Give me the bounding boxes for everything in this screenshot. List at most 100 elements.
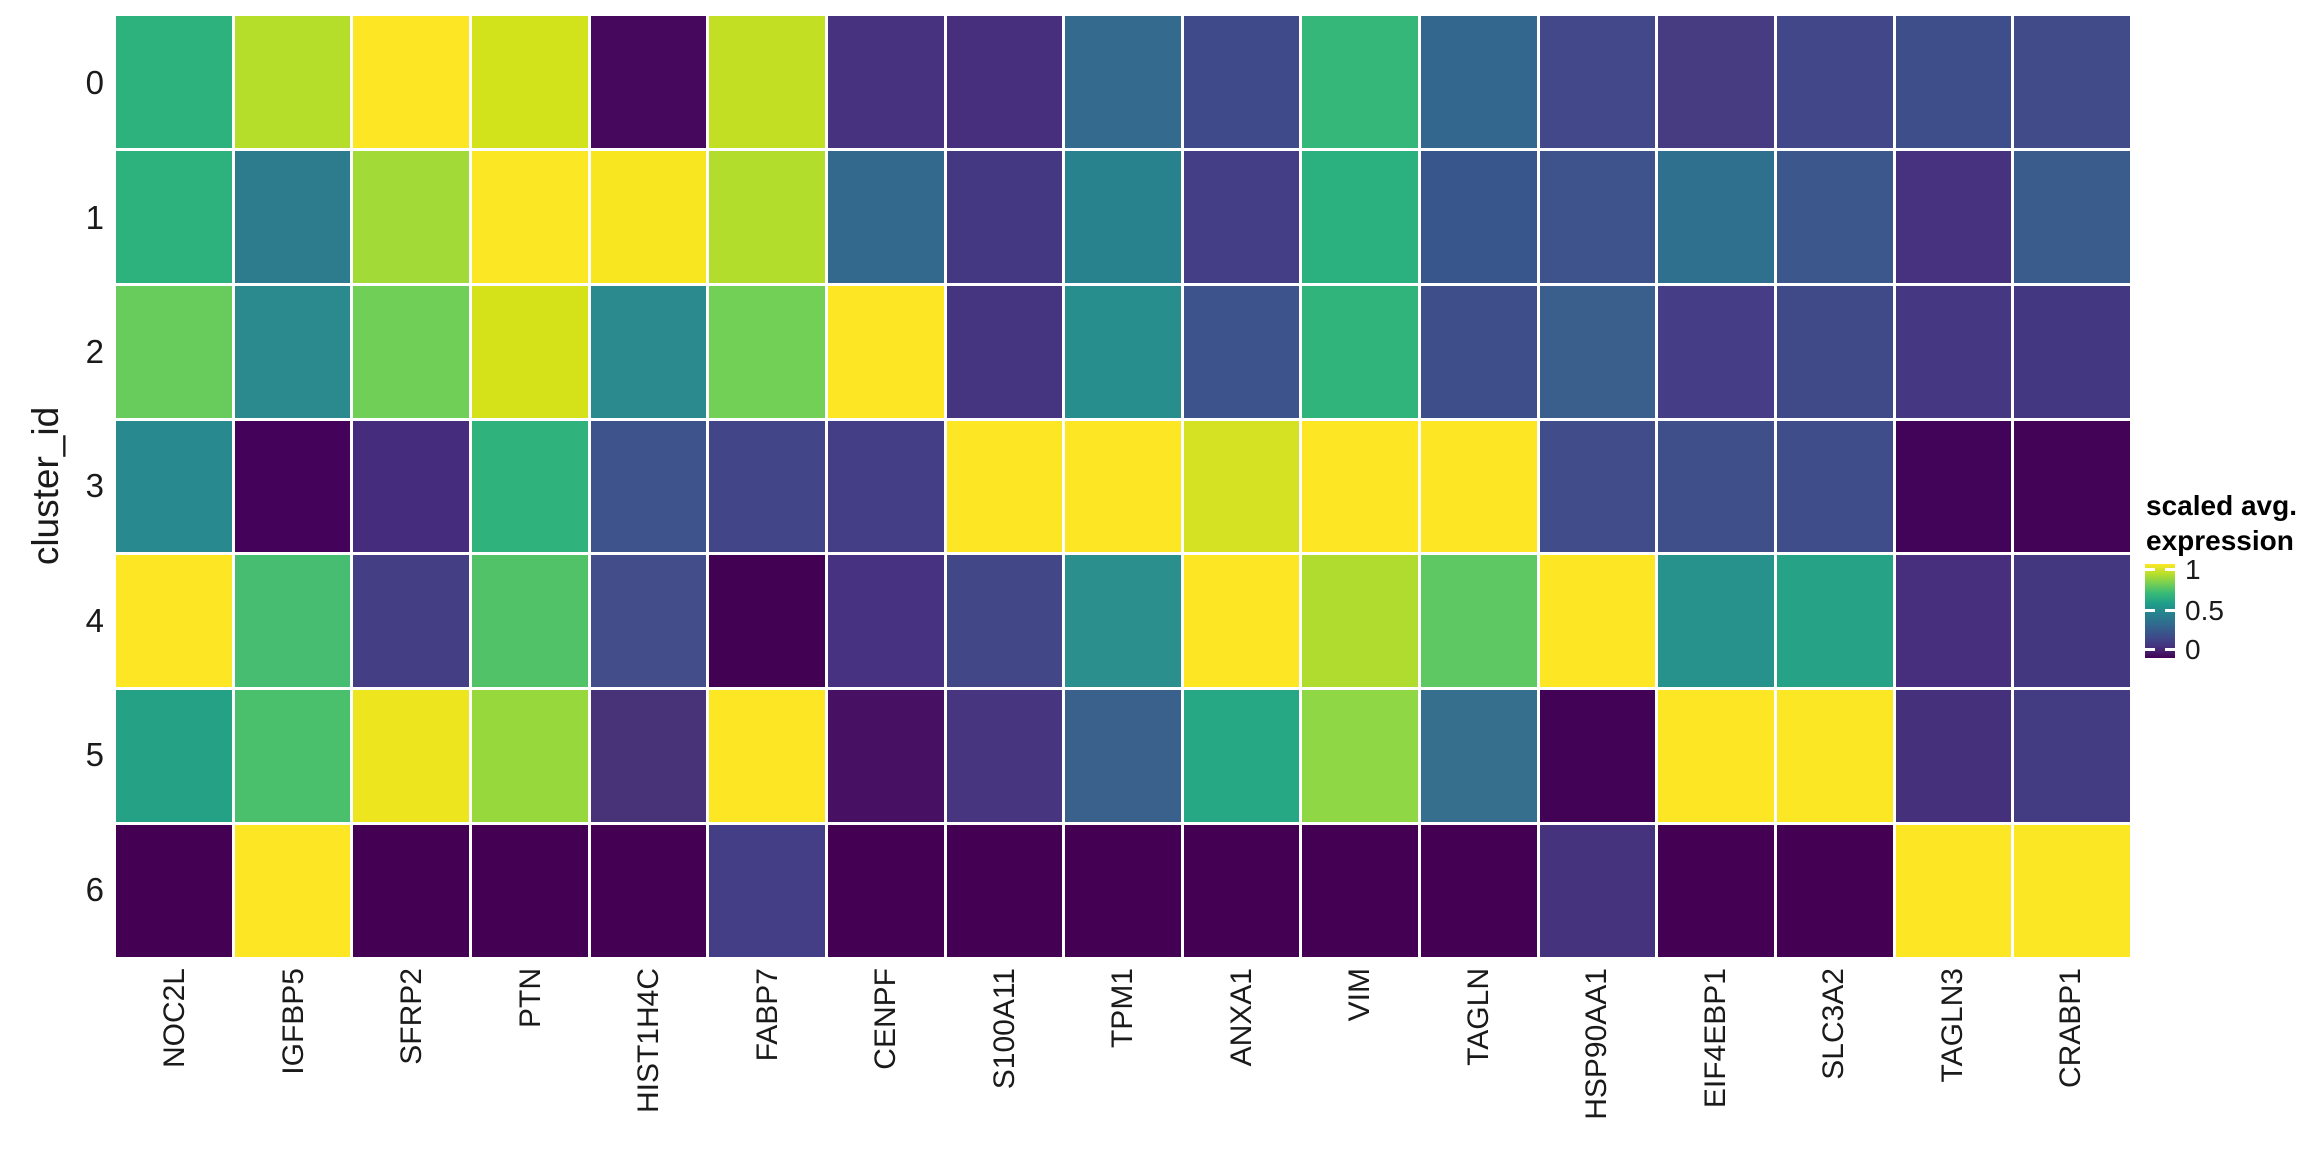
heatmap-cell — [946, 285, 1063, 418]
heatmap-cell — [1539, 16, 1656, 148]
heatmap-cell — [2014, 690, 2130, 823]
legend-title: scaled avg. expression — [2146, 488, 2297, 558]
x-tick-label: VIM — [1343, 968, 1376, 1022]
heatmap-cell — [1421, 420, 1537, 553]
heatmap-cell — [234, 690, 351, 823]
heatmap-cell — [1065, 420, 1181, 553]
y-tick-label: 3 — [85, 467, 104, 504]
heatmap-cell — [1777, 825, 1893, 957]
heatmap-cell — [1302, 285, 1419, 418]
heatmap-cell — [234, 16, 351, 148]
heatmap-cell — [1302, 690, 1419, 823]
x-tick-label: PTN — [514, 968, 547, 1028]
heatmap-cell — [590, 825, 707, 957]
heatmap-cell — [1421, 285, 1537, 418]
y-tick-label: 5 — [85, 736, 104, 773]
heatmap-cell — [1895, 420, 2012, 553]
heatmap-cell — [827, 825, 944, 957]
heatmap-cell — [471, 690, 588, 823]
heatmap-cell — [590, 16, 707, 148]
heatmap-cell — [1302, 555, 1419, 688]
heatmap-cell — [1183, 285, 1300, 418]
heatmap-cell — [1777, 690, 1893, 823]
heatmap-cell — [827, 420, 944, 553]
heatmap-cell — [234, 825, 351, 957]
heatmap-cell — [709, 16, 825, 148]
heatmap-cell — [1065, 690, 1181, 823]
heatmap-cell — [1065, 555, 1181, 688]
heatmap-cell — [116, 285, 232, 418]
heatmap-cell — [1658, 150, 1775, 283]
legend-title-line1: scaled avg. — [2146, 490, 2297, 521]
heatmap-cell — [1539, 690, 1656, 823]
heatmap-cell — [116, 825, 232, 957]
heatmap-cell — [1777, 150, 1893, 283]
heatmap-cell — [353, 825, 469, 957]
heatmap-cell — [1777, 420, 1893, 553]
heatmap-cell — [1777, 16, 1893, 148]
heatmap-cell — [471, 555, 588, 688]
heatmap-cell — [1895, 150, 2012, 283]
y-tick-label: 4 — [85, 602, 104, 639]
heatmap-cell — [1183, 825, 1300, 957]
x-tick-label: TAGLN3 — [1936, 968, 1969, 1083]
heatmap-cell — [1658, 420, 1775, 553]
x-tick-label: TPM1 — [1106, 968, 1139, 1049]
heatmap-cell — [234, 420, 351, 553]
legend-tick-label: 1 — [2185, 554, 2201, 585]
heatmap-cell — [1183, 150, 1300, 283]
x-tick-label: EIF4EBP1 — [1699, 968, 1732, 1109]
heatmap-cell — [1302, 16, 1419, 148]
heatmap-cell — [1183, 690, 1300, 823]
heatmap-cell — [946, 150, 1063, 283]
legend-tick-mark — [2145, 648, 2155, 651]
heatmap-cell — [1065, 825, 1181, 957]
x-tick-label: FABP7 — [751, 968, 784, 1062]
heatmap-cell — [1539, 150, 1656, 283]
heatmap-cell — [1421, 150, 1537, 283]
x-tick-label: NOC2L — [158, 968, 191, 1069]
y-tick-label: 6 — [85, 871, 104, 908]
heatmap-cell — [353, 285, 469, 418]
heatmap-cell — [471, 420, 588, 553]
legend-tick-mark — [2145, 609, 2155, 612]
heatmap-cell — [709, 285, 825, 418]
x-tick-label: ANXA1 — [1225, 968, 1258, 1067]
heatmap-cell — [1658, 16, 1775, 148]
heatmap-cell — [1895, 285, 2012, 418]
heatmap-cell — [827, 150, 944, 283]
heatmap-cell — [2014, 285, 2130, 418]
heatmap-cell — [353, 690, 469, 823]
heatmap-cell — [116, 420, 232, 553]
heatmap-cell — [116, 150, 232, 283]
heatmap-cell — [471, 16, 588, 148]
heatmap-cell — [709, 420, 825, 553]
heatmap-cell — [1183, 16, 1300, 148]
heatmap-cell — [2014, 16, 2130, 148]
legend-title-line2: expression — [2146, 525, 2294, 556]
heatmap-cell — [1895, 16, 2012, 148]
y-tick-label: 1 — [85, 199, 104, 236]
heatmap-cell — [590, 420, 707, 553]
x-tick-label: TAGLN — [1462, 968, 1495, 1066]
heatmap-cell — [1658, 825, 1775, 957]
heatmap-cell — [1539, 555, 1656, 688]
heatmap-cell — [353, 150, 469, 283]
heatmap-cell — [1658, 555, 1775, 688]
heatmap-cell — [1302, 825, 1419, 957]
heatmap-cell — [116, 690, 232, 823]
heatmap-cell — [471, 825, 588, 957]
heatmap-cell — [590, 285, 707, 418]
legend-tick-mark — [2165, 648, 2175, 651]
heatmap-cell — [709, 150, 825, 283]
heatmap-cell — [946, 555, 1063, 688]
heatmap-cell — [353, 555, 469, 688]
heatmap-cell — [946, 420, 1063, 553]
heatmap-cell — [1421, 16, 1537, 148]
heatmap-cell — [1183, 420, 1300, 553]
heatmap-cell — [1421, 555, 1537, 688]
heatmap-cell — [116, 555, 232, 688]
heatmap-cell — [1302, 420, 1419, 553]
heatmap-cell — [1065, 285, 1181, 418]
